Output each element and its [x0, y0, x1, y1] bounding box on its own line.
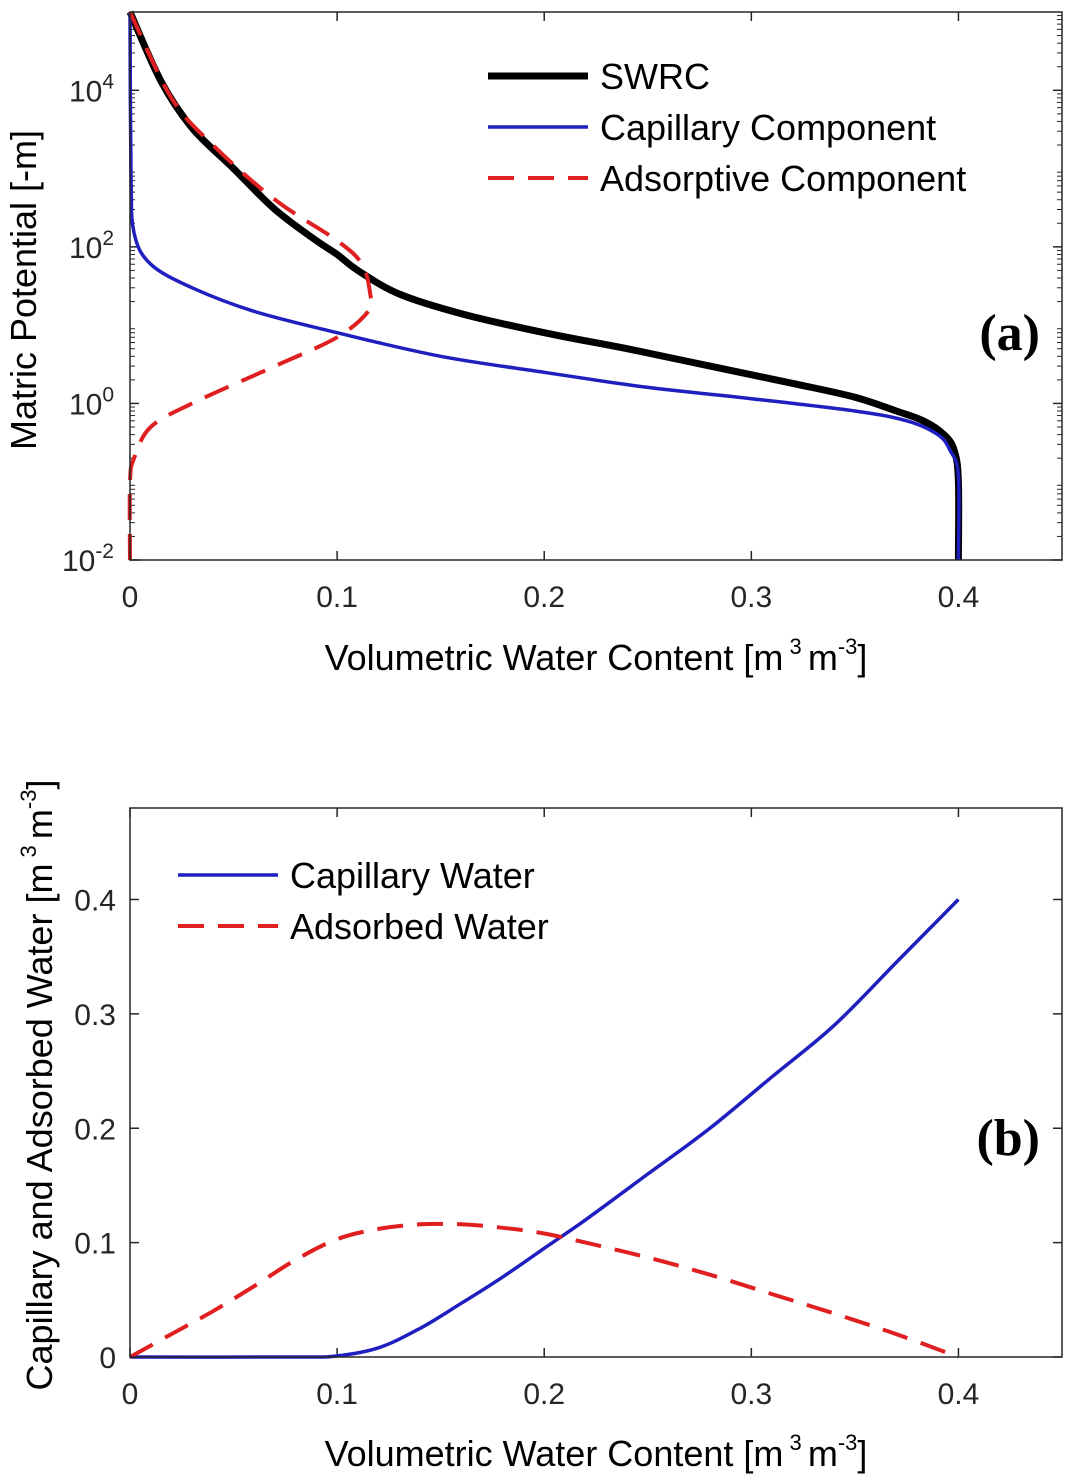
panel-a-legend: SWRC Capillary Component Adsorptive Compon…	[488, 56, 966, 199]
panel-b-x-tick-label: 0.1	[316, 1378, 358, 1411]
panel-b-y-axis-label: Capillary and Adsorbed Water [m 3 m-3]	[16, 780, 60, 1391]
panel-a-series-adsorptive-component	[127, 11, 374, 561]
panel-b-legend: Capillary Water Adsorbed Water	[178, 855, 549, 947]
panel-b-series-adsorbed-water	[129, 1221, 960, 1359]
panel-a-y-tick-label: 104	[69, 70, 114, 108]
panel-b-x-axis-label: Volumetric Water Content [m 3 m-3]	[325, 1430, 868, 1474]
panel-a-x-tick-label: 0.1	[316, 581, 358, 614]
panel-a-x-axis-label: Volumetric Water Content [m 3 m-3]	[325, 634, 868, 678]
panel-a-x-tick-labels: 0 0.1 0.2 0.3 0.4	[122, 581, 980, 614]
panel-b-y-tick-label: 0.2	[74, 1113, 116, 1146]
panel-a-series-capillary-component	[128, 11, 961, 561]
panel-b-axes-box	[129, 807, 1063, 1358]
panel-b-y-tick-label: 0.3	[74, 999, 116, 1032]
panel-b-legend-label: Capillary Water	[290, 855, 535, 896]
panel-b-y-tick-label: 0	[99, 1342, 116, 1375]
panel-b-y-tick-label: 0.4	[74, 885, 116, 918]
panel-a-y-tick-label: 102	[69, 227, 114, 265]
panel-b-legend-label: Adsorbed Water	[290, 906, 549, 947]
panel-a-tick-marks	[129, 12, 1062, 561]
panel-b-series-capillary-water	[129, 898, 960, 1359]
panel-b-x-tick-labels: 0 0.1 0.2 0.3 0.4	[122, 1378, 980, 1411]
panel-b-y-tick-labels: 0 0.1 0.2 0.3 0.4	[74, 885, 116, 1376]
panel-a-legend-label: SWRC	[600, 56, 710, 97]
panel-a-legend-label: Adsorptive Component	[600, 158, 966, 199]
panel-a-x-tick-label: 0	[122, 581, 139, 614]
panel-a-x-tick-label: 0.3	[730, 581, 772, 614]
panel-a-y-tick-labels: 10-2 100 102 104	[62, 70, 114, 578]
panel-b-label: (b)	[976, 1110, 1040, 1167]
panel-b-x-tick-label: 0	[122, 1378, 139, 1411]
panel-b-x-tick-label: 0.2	[523, 1378, 565, 1411]
panel-a: 0 0.1 0.2 0.3 0.4 10-2 100 102 104 Volumetric W…	[3, 10, 1063, 678]
panel-a-y-tick-label: 100	[69, 383, 114, 421]
panel-a-series-swrc	[126, 10, 963, 561]
panel-a-legend-label: Capillary Component	[600, 107, 936, 148]
panel-b: 0 0.1 0.2 0.3 0.4 0 0.1 0.2 0.3 0.4 Volumetric W…	[16, 780, 1063, 1474]
panel-a-series	[126, 10, 963, 561]
panel-b-y-tick-label: 0.1	[74, 1228, 116, 1261]
panel-b-series	[129, 898, 960, 1359]
panel-a-y-axis-label: Matric Potential [-m]	[3, 130, 44, 450]
panel-a-x-tick-label: 0.4	[938, 581, 980, 614]
panel-b-x-tick-label: 0.3	[730, 1378, 772, 1411]
panel-a-label: (a)	[979, 305, 1040, 362]
panel-b-x-tick-label: 0.4	[938, 1378, 980, 1411]
panel-a-axes-box	[129, 11, 1063, 561]
panel-a-y-tick-label: 10-2	[62, 540, 114, 578]
panel-a-x-tick-label: 0.2	[523, 581, 565, 614]
